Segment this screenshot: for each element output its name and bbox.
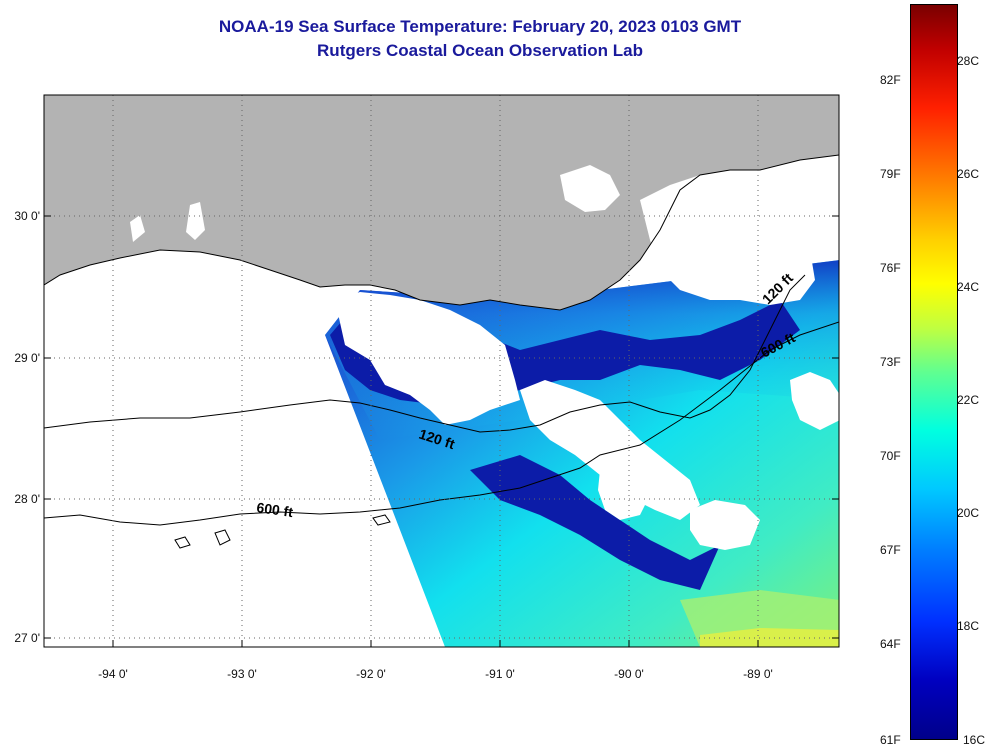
colorbar-f-label: 82F <box>880 73 901 87</box>
isobath-600ft <box>44 321 839 526</box>
axis-ticks <box>44 215 839 647</box>
colorbar-c-label: 22C <box>957 393 980 407</box>
lon-tick-label: -90 0' <box>614 667 644 681</box>
lat-tick-label: 29 0' <box>14 351 40 365</box>
lon-tick-label: -94 0' <box>98 667 128 681</box>
sst-map: 120 ft 600 ft 120 ft 600 ft -94 0' -93 0… <box>14 94 840 681</box>
colorbar-c-label: 20C <box>957 506 980 520</box>
cloud-cover <box>130 165 839 550</box>
colorbar-c-label: 28C <box>957 54 980 68</box>
colorbar-f-label: 70F <box>880 449 901 463</box>
lon-tick-label: -91 0' <box>485 667 515 681</box>
colorbar-f-label: 79F <box>880 167 901 181</box>
colorbar-f-label: 73F <box>880 355 901 369</box>
map-title: NOAA-19 Sea Surface Temperature: Februar… <box>218 17 742 36</box>
land-mass <box>44 95 839 310</box>
colorbar-f-label: 67F <box>880 543 901 557</box>
cold-patch <box>470 455 720 590</box>
temperature-colorbar <box>910 4 958 740</box>
colorbar-c-label: 18C <box>957 619 980 633</box>
isobath-600ft-island <box>174 514 391 549</box>
lon-tick-label: -89 0' <box>743 667 773 681</box>
lon-tick-label: -92 0' <box>356 667 386 681</box>
colorbar-c-label: 16C <box>963 733 986 747</box>
colorbar-c-label: 26C <box>957 167 980 181</box>
contour-label-600ft-west: 600 ft <box>256 499 295 520</box>
colorbar-c-label: 24C <box>957 280 980 294</box>
colorbar-f-label: 76F <box>880 261 901 275</box>
lat-lon-grid <box>44 95 839 647</box>
map-subtitle: Rutgers Coastal Ocean Observation Lab <box>317 41 643 60</box>
map-frame <box>43 94 840 648</box>
colorbar-f-label: 61F <box>880 733 901 747</box>
lat-tick-label: 27 0' <box>14 631 40 645</box>
coastline <box>44 154 839 311</box>
lon-tick-label: -93 0' <box>227 667 257 681</box>
lat-tick-label: 28 0' <box>14 492 40 506</box>
lat-tick-label: 30 0' <box>14 209 40 223</box>
colorbar-f-label: 64F <box>880 637 901 651</box>
isobath-120ft <box>44 274 806 433</box>
